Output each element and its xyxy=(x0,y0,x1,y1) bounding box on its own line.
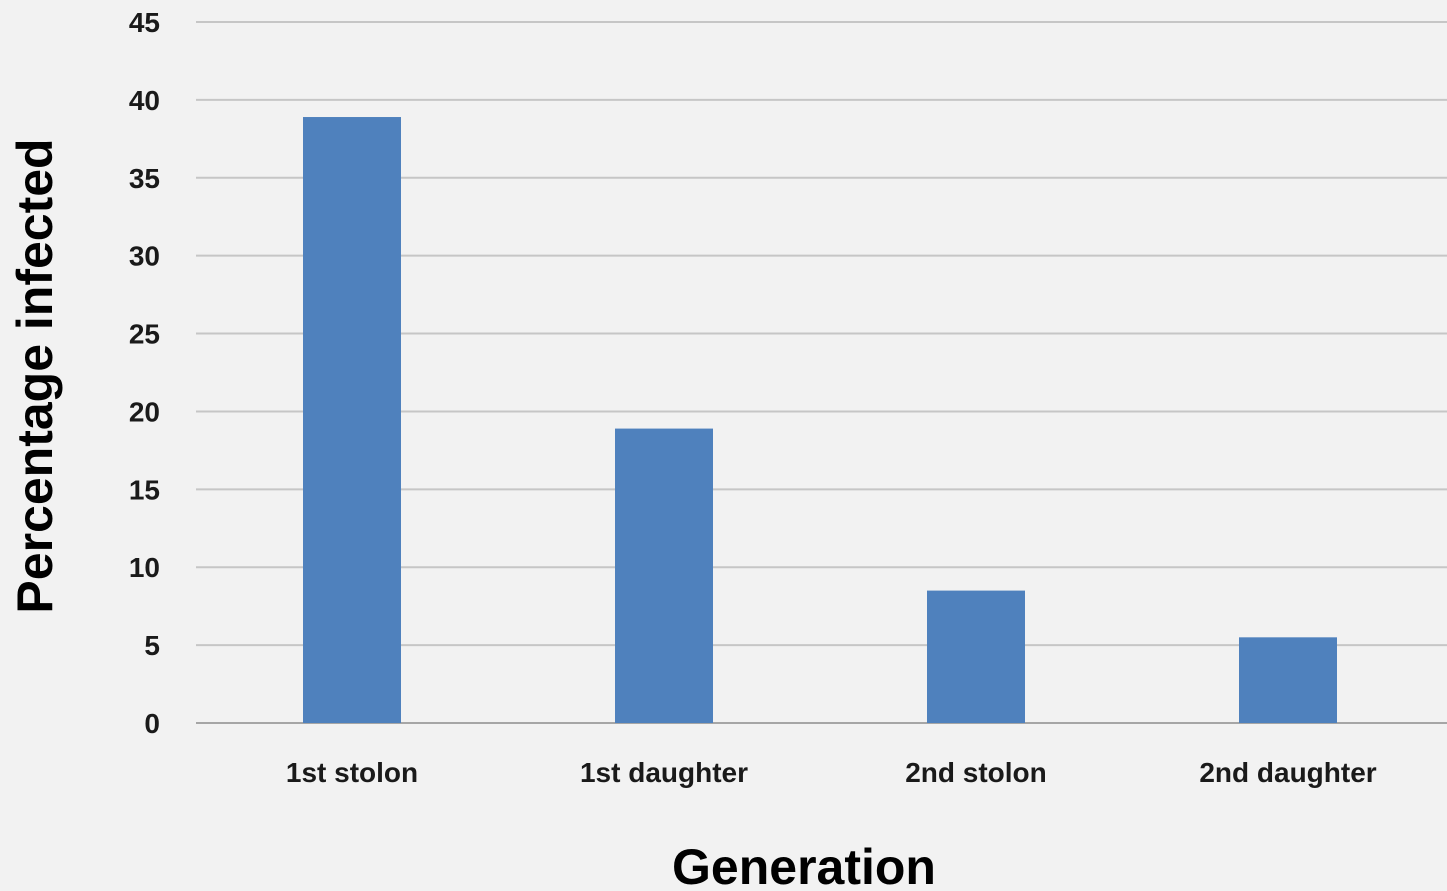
y-tick-label: 35 xyxy=(129,163,160,194)
bars xyxy=(303,117,1337,724)
x-tick-label: 1st daughter xyxy=(580,757,748,788)
y-tick-label: 0 xyxy=(144,708,160,739)
y-tick-label: 5 xyxy=(144,630,160,661)
bar xyxy=(615,428,713,723)
x-tick-label: 2nd stolon xyxy=(905,757,1047,788)
y-tick-label: 30 xyxy=(129,241,160,272)
x-axis-title: Generation xyxy=(672,839,936,891)
y-tick-label: 10 xyxy=(129,552,160,583)
y-tick-label: 15 xyxy=(129,474,160,505)
bar xyxy=(927,590,1025,723)
y-tick-labels: 0 5 10 15 20 25 30 35 40 45 xyxy=(129,7,160,739)
y-tick-label: 45 xyxy=(129,7,160,38)
x-tick-label: 1st stolon xyxy=(286,757,418,788)
bar xyxy=(303,117,401,724)
x-tick-label: 2nd daughter xyxy=(1199,757,1376,788)
y-tick-label: 25 xyxy=(129,319,160,350)
y-tick-label: 40 xyxy=(129,85,160,116)
y-tick-label: 20 xyxy=(129,396,160,427)
y-axis-title: Percentage infected xyxy=(7,138,63,613)
x-tick-labels: 1st stolon 1st daughter 2nd stolon 2nd daug… xyxy=(286,757,1377,788)
bar xyxy=(1239,637,1337,723)
gridlines xyxy=(196,21,1447,724)
